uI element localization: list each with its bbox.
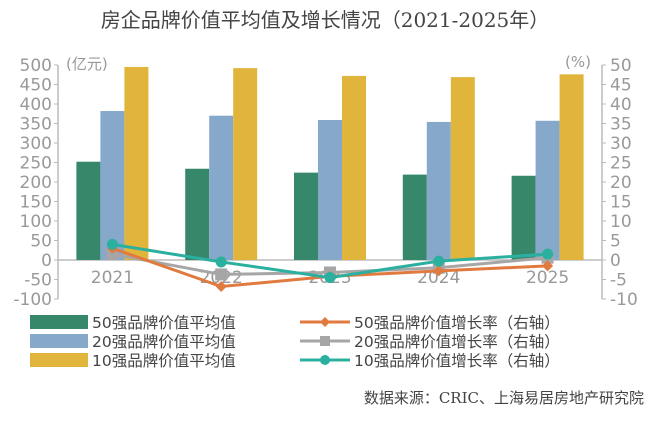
left-tick-label: 150 (20, 193, 52, 213)
left-tick-label: -50 (24, 271, 52, 291)
bar (76, 161, 101, 260)
data-point (106, 248, 119, 261)
right-tick-label: -5 (610, 271, 627, 291)
left-tick-label: -100 (13, 290, 52, 310)
x-tick-label: 2025 (526, 268, 569, 288)
data-point (106, 238, 118, 250)
bar (209, 115, 234, 260)
left-tick-label: 400 (20, 95, 52, 115)
right-tick-label: 50 (610, 56, 632, 76)
left-tick-label: 250 (20, 154, 52, 174)
right-tick-label: -10 (610, 290, 638, 310)
legend-label: 50强品牌价值平均值 (92, 314, 236, 332)
right-axis-unit: (%) (565, 53, 591, 71)
bar (294, 172, 318, 260)
left-tick-label: 500 (20, 56, 52, 76)
right-tick-label: 15 (610, 193, 632, 213)
data-point (433, 265, 445, 277)
right-tick-label: 40 (610, 95, 632, 115)
left-tick-label: 100 (20, 212, 52, 232)
legend-label: 10强品牌价值平均值 (92, 352, 236, 370)
legend-swatch (30, 315, 88, 329)
x-tick-label: 2021 (91, 268, 134, 288)
right-tick-label: 30 (610, 134, 632, 154)
right-tick-label: 25 (610, 154, 632, 174)
data-point (542, 260, 554, 272)
bar (450, 77, 475, 260)
legend-swatch (30, 334, 88, 348)
data-point (215, 256, 227, 268)
legend-swatch (30, 353, 88, 367)
legend-label: 10强品牌价值增长率（右轴） (354, 352, 560, 370)
bar (100, 111, 125, 261)
left-axis-unit: (亿元) (66, 55, 108, 73)
data-point (542, 248, 554, 260)
data-point (320, 336, 330, 346)
bar (185, 168, 210, 260)
left-tick-label: 50 (30, 232, 52, 252)
right-tick-label: 0 (610, 251, 621, 271)
data-point (215, 281, 227, 293)
bar (535, 120, 560, 261)
legend-label: 50强品牌价值增长率（右轴） (354, 314, 560, 332)
bar (233, 68, 258, 261)
bar (426, 121, 451, 260)
legend-label: 20强品牌价值增长率（右轴） (354, 333, 560, 351)
chart-title: 房企品牌价值平均值及增长情况（2021-2025年） (101, 8, 550, 32)
x-tick-label: 2024 (417, 268, 460, 288)
source-note: 数据来源：CRIC、上海易居房地产研究院 (364, 389, 644, 407)
left-tick-label: 0 (41, 251, 52, 271)
left-tick-label: 300 (20, 134, 52, 154)
bar (318, 119, 342, 261)
data-point (324, 272, 336, 284)
legend-label: 20强品牌价值平均值 (92, 333, 236, 351)
left-tick-label: 450 (20, 76, 52, 96)
bar (402, 174, 427, 260)
bar (559, 74, 584, 260)
left-tick-label: 350 (20, 115, 52, 135)
data-point (433, 255, 445, 267)
right-tick-label: 10 (610, 212, 632, 232)
right-tick-label: 20 (610, 173, 632, 193)
right-tick-label: 35 (610, 115, 632, 135)
bar (511, 175, 536, 260)
left-tick-label: 200 (20, 173, 52, 193)
bar (342, 75, 366, 260)
right-tick-label: 5 (610, 232, 621, 252)
data-point (320, 355, 330, 365)
data-point (320, 317, 330, 327)
data-point (215, 268, 228, 281)
bar (124, 66, 149, 260)
right-tick-label: 45 (610, 76, 632, 96)
